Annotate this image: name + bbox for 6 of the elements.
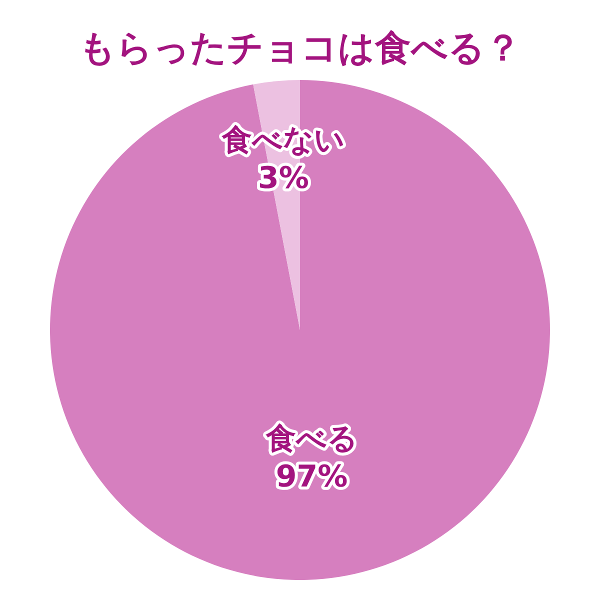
slice-label: 食べる (264, 421, 358, 456)
chart-title: もらったチョコは食べる？ (79, 28, 521, 69)
data-label: 3% (258, 160, 309, 196)
data-label: 97% (276, 459, 348, 494)
pie-slice (50, 80, 550, 580)
slice-label: 食べない (221, 122, 346, 158)
